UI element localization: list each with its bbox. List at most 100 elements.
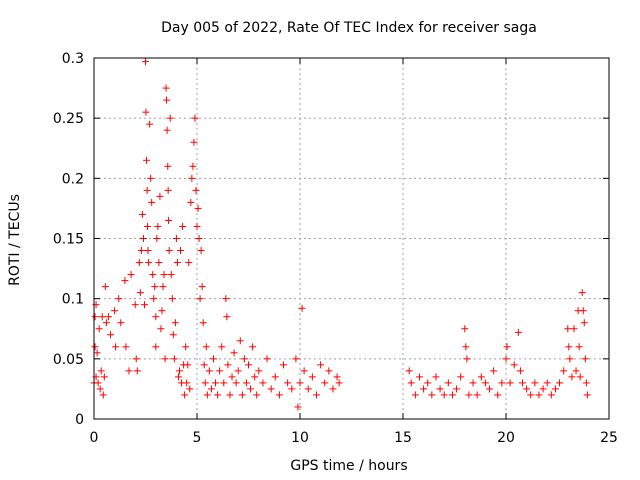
data-point	[531, 379, 539, 387]
data-point	[420, 385, 428, 393]
data-point	[477, 373, 485, 381]
data-point	[242, 379, 250, 387]
data-point	[133, 367, 141, 375]
data-point	[186, 385, 194, 393]
data-point	[407, 379, 415, 387]
data-point	[547, 391, 555, 399]
data-point	[142, 58, 149, 66]
data-point	[106, 331, 114, 339]
data-point	[198, 283, 206, 291]
data-point	[240, 355, 248, 363]
data-point	[205, 367, 213, 375]
data-point	[502, 355, 510, 363]
data-point	[415, 373, 423, 381]
data-point	[174, 373, 182, 381]
data-point	[91, 343, 99, 351]
y-tick-label: 0.3	[62, 51, 84, 67]
data-point	[193, 222, 201, 230]
data-point	[516, 367, 524, 375]
data-point	[184, 361, 192, 369]
data-point	[194, 204, 202, 212]
data-point	[104, 313, 112, 321]
data-point	[138, 210, 146, 218]
data-point	[503, 343, 511, 351]
data-point	[510, 361, 518, 369]
data-point	[202, 343, 210, 351]
data-point	[560, 367, 568, 375]
data-point	[234, 367, 242, 375]
data-point	[226, 391, 234, 399]
data-point	[329, 385, 337, 393]
data-point	[146, 120, 154, 128]
data-point	[251, 373, 259, 381]
x-tick-label: 0	[90, 430, 99, 446]
data-point	[157, 325, 165, 333]
data-point	[267, 385, 275, 393]
data-point	[96, 385, 104, 393]
data-point	[156, 192, 164, 200]
data-point	[582, 379, 590, 387]
data-point	[428, 391, 436, 399]
data-point	[177, 247, 185, 255]
data-point	[200, 361, 208, 369]
y-tick-label: 0.1	[62, 292, 84, 308]
data-point	[579, 307, 587, 315]
y-axis-label: ROTI / TECUs	[7, 194, 23, 286]
data-point	[578, 289, 586, 297]
data-point	[288, 385, 296, 393]
data-point	[199, 319, 207, 327]
x-tick-label: 25	[600, 430, 618, 446]
data-point	[195, 235, 203, 242]
data-point	[535, 391, 543, 399]
data-point	[298, 304, 306, 312]
data-point	[312, 391, 320, 399]
data-point	[333, 373, 341, 381]
data-point	[189, 162, 197, 170]
data-point	[190, 138, 198, 146]
data-point	[581, 355, 589, 363]
data-point	[148, 198, 156, 206]
data-point	[191, 114, 199, 122]
data-point	[453, 385, 461, 393]
data-point	[576, 373, 584, 381]
data-point	[444, 379, 452, 387]
data-point	[490, 367, 498, 375]
data-point	[111, 307, 119, 315]
data-point	[462, 343, 470, 351]
data-point	[125, 367, 133, 375]
data-point	[207, 385, 215, 393]
data-point	[275, 391, 283, 399]
data-point	[163, 96, 171, 104]
y-tick-label: 0.05	[53, 352, 84, 368]
y-tick-label: 0	[75, 412, 84, 428]
data-point	[223, 313, 231, 321]
data-point	[136, 289, 144, 297]
data-point	[518, 379, 526, 387]
data-point	[523, 385, 531, 393]
data-point	[168, 295, 176, 303]
data-point	[152, 313, 160, 321]
data-point	[212, 379, 220, 387]
data-point	[280, 361, 288, 369]
data-point	[465, 391, 473, 399]
data-point	[135, 259, 143, 267]
data-point	[170, 355, 178, 363]
data-point	[122, 343, 130, 351]
data-point	[494, 391, 502, 399]
data-point	[95, 325, 103, 333]
data-point	[94, 379, 102, 387]
data-point	[140, 301, 148, 309]
data-point	[335, 379, 343, 387]
data-point	[481, 379, 489, 387]
data-point	[150, 295, 158, 303]
data-point	[165, 247, 173, 255]
data-point	[164, 186, 172, 194]
data-point	[486, 385, 494, 393]
data-point	[167, 271, 175, 279]
y-tick-label: 0.25	[53, 111, 84, 127]
data-point	[294, 403, 302, 411]
data-point	[132, 355, 140, 363]
data-point	[249, 343, 257, 351]
data-point	[461, 325, 469, 333]
data-point	[98, 313, 106, 321]
